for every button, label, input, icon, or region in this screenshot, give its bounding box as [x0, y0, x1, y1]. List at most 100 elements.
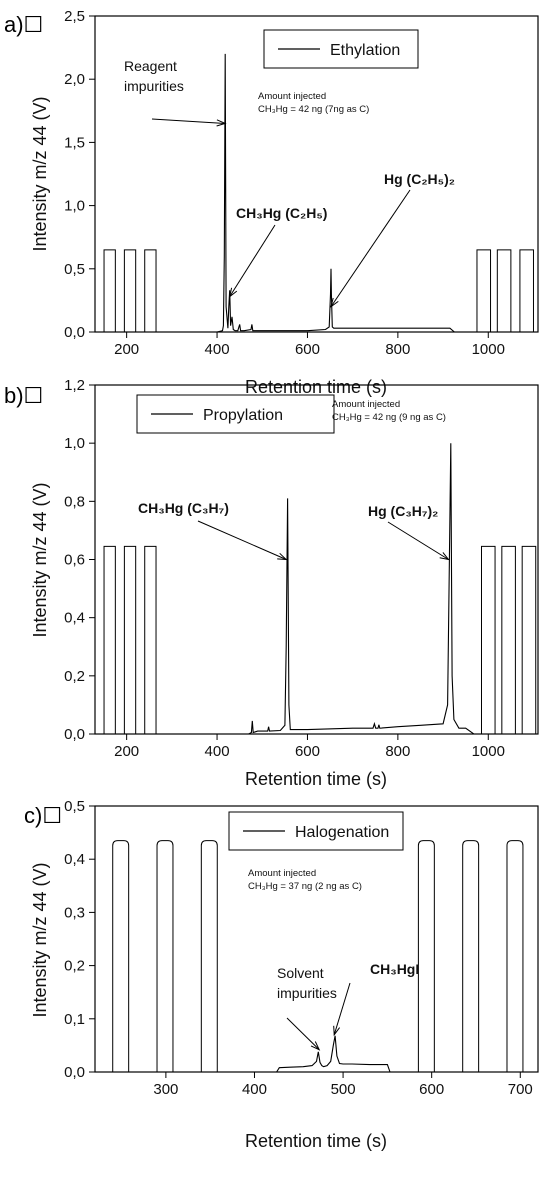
reference-pulse — [123, 545, 137, 734]
injection-note: CH₃Hg = 37 ng (2 ng as C) — [248, 881, 362, 892]
reference-pulse — [112, 840, 130, 1072]
x-axis-label: Retention time (s) — [245, 1131, 387, 1151]
reference-pulse — [123, 249, 137, 332]
chromatogram-trace — [156, 443, 482, 735]
x-axis-label: Retention time (s) — [245, 377, 387, 397]
annotation-arrowhead — [439, 552, 450, 561]
peak-annotation: Hg (C₂H₅)₂ — [384, 171, 455, 187]
peak-annotation: Solvent — [277, 965, 324, 981]
y-tick-label: 0,5 — [64, 798, 85, 815]
y-tick-label: 0,0 — [64, 1064, 85, 1081]
panel-label: a)☐ — [4, 12, 43, 37]
legend-label: Propylation — [203, 407, 283, 424]
reference-pulse — [103, 545, 116, 734]
peak-annotation: CH₃HgI — [370, 961, 419, 977]
annotation-arrowhead — [330, 297, 339, 308]
chart-panel-c: 300 400 500 600 700 0,0 0,1 0,2 0,3 0,4 0,5 Retenti… — [24, 798, 539, 1151]
annotation-arrowhead — [216, 119, 227, 127]
peak-annotation: Reagent — [124, 58, 177, 74]
y-tick-label: 0,4 — [64, 610, 85, 627]
reference-pulse — [156, 840, 174, 1072]
injection-note: CH₃Hg = 42 ng (7ng as C) — [258, 104, 369, 115]
y-tick-label: 0,3 — [64, 904, 85, 921]
y-axis-label: Intensity m/z 44 (V) — [30, 482, 50, 637]
x-tick-label: 800 — [385, 341, 410, 358]
legend-label: Ethylation — [330, 42, 400, 59]
plot-frame — [94, 384, 539, 735]
chart-panel-a: 200 400 600 800 1000 0,0 0,5 1,0 1,5 2,0 2,5 Retent… — [4, 8, 539, 397]
annotation-arrow — [286, 1017, 320, 1051]
y-axis-label: Intensity m/z 44 (V) — [30, 862, 50, 1017]
panel-label: c)☐ — [24, 803, 62, 828]
legend: Halogenation — [228, 811, 404, 851]
x-tick-label: 500 — [331, 1081, 356, 1098]
y-tick-label: 1,0 — [64, 435, 85, 452]
y-tick-label: 0,0 — [64, 726, 85, 743]
legend: Ethylation — [263, 29, 419, 69]
x-tick-label: 400 — [205, 743, 230, 760]
peak-annotation: CH₃Hg (C₃H₇) — [138, 500, 229, 516]
annotation-arrow — [151, 118, 226, 124]
x-tick-label: 600 — [419, 1081, 444, 1098]
reference-pulse — [480, 545, 496, 734]
y-tick-label: 0,1 — [64, 1011, 85, 1028]
annotation-arrow — [197, 520, 287, 560]
x-axis-label: Retention time (s) — [245, 769, 387, 789]
reference-pulse — [103, 249, 116, 332]
y-tick-label: 2,0 — [64, 71, 85, 88]
legend: Propylation — [136, 394, 335, 434]
annotation-arrowhead — [310, 1041, 321, 1051]
y-tick-label: 0,2 — [64, 958, 85, 975]
chart-panel-b: 200 400 600 800 1000 0,0 0,2 0,4 0,6 0,8 1,0 1,2 Ret… — [4, 377, 539, 789]
reference-pulse — [501, 545, 516, 734]
annotation-arrowhead — [228, 287, 238, 298]
y-axis-label: Intensity m/z 44 (V) — [30, 96, 50, 251]
chromatogram-trace — [217, 1035, 419, 1073]
reference-pulse — [417, 840, 435, 1072]
y-tick-label: 0,6 — [64, 552, 85, 569]
annotation-arrow — [229, 224, 276, 297]
reference-pulse — [144, 545, 157, 734]
reference-pulse — [496, 249, 512, 332]
annotation-arrow — [330, 189, 411, 308]
y-tick-label: 1,2 — [64, 377, 85, 394]
reference-pulse — [200, 840, 218, 1072]
x-tick-label: 400 — [205, 341, 230, 358]
y-tick-label: 2,5 — [64, 8, 85, 25]
x-tick-label: 700 — [508, 1081, 533, 1098]
x-tick-label: 600 — [295, 341, 320, 358]
x-tick-label: 1000 — [472, 341, 505, 358]
y-tick-label: 0,5 — [64, 261, 85, 278]
panel-label: b)☐ — [4, 383, 43, 408]
y-tick-label: 0,2 — [64, 668, 85, 685]
peak-annotation: impurities — [124, 78, 184, 94]
annotation-arrow — [387, 521, 449, 560]
injection-note: Amount injected — [332, 399, 400, 410]
reference-pulse — [521, 545, 537, 734]
peak-annotation: impurities — [277, 985, 337, 1001]
reference-pulse — [144, 249, 157, 332]
peak-annotation: CH₃Hg (C₂H₅) — [236, 205, 327, 221]
y-tick-label: 1,5 — [64, 134, 85, 151]
reference-pulse — [506, 840, 524, 1072]
reference-pulse — [462, 840, 480, 1072]
injection-note: Amount injected — [248, 868, 316, 879]
chromatogram-trace — [156, 53, 477, 333]
annotation-arrowhead — [277, 552, 288, 561]
y-tick-label: 0,8 — [64, 493, 85, 510]
x-tick-label: 200 — [114, 743, 139, 760]
x-tick-label: 1000 — [472, 743, 505, 760]
y-tick-label: 1,0 — [64, 198, 85, 215]
annotation-arrow — [333, 982, 351, 1035]
x-tick-label: 300 — [153, 1081, 178, 1098]
y-tick-label: 0,4 — [64, 851, 85, 868]
reference-pulse — [519, 249, 534, 332]
injection-note: Amount injected — [258, 91, 326, 102]
annotation-arrowhead — [333, 1025, 341, 1037]
peak-annotation: Hg (C₃H₇)₂ — [368, 503, 438, 519]
legend-label: Halogenation — [295, 824, 389, 841]
reference-pulse — [476, 249, 492, 332]
x-tick-label: 400 — [242, 1081, 267, 1098]
x-tick-label: 600 — [295, 743, 320, 760]
